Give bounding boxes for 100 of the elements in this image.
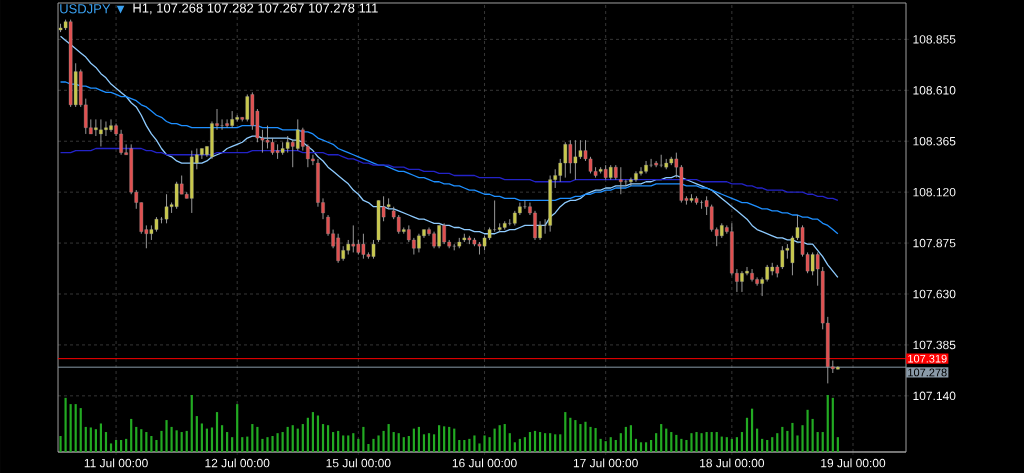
bar — [750, 408, 754, 452]
bar — [725, 437, 728, 452]
bar — [432, 434, 436, 452]
bar — [190, 394, 193, 452]
bar — [685, 440, 688, 452]
bar — [205, 428, 209, 452]
bar — [639, 442, 643, 452]
bar — [695, 432, 698, 452]
bar — [463, 440, 466, 452]
bar — [650, 440, 653, 452]
bar — [337, 430, 340, 452]
bar — [831, 397, 834, 452]
bar — [145, 432, 148, 452]
bar — [357, 438, 360, 452]
bar — [306, 417, 309, 452]
y-tick-label: 108.365 — [913, 136, 956, 146]
bar — [680, 438, 683, 452]
bar — [64, 397, 67, 452]
bar — [644, 442, 648, 452]
bar — [488, 437, 491, 452]
x-tick-label: 11 Jul 00:00 — [84, 458, 148, 468]
candlestick — [619, 166, 623, 195]
bar — [140, 429, 143, 452]
bar — [332, 432, 335, 452]
bar — [791, 422, 794, 452]
bar — [89, 427, 92, 452]
bar — [836, 437, 839, 452]
bar — [761, 438, 764, 452]
bar — [589, 426, 592, 452]
bar — [342, 435, 345, 452]
bar — [498, 425, 501, 452]
y-tick-label: 108.855 — [913, 35, 956, 44]
bar — [554, 434, 557, 452]
bar — [347, 435, 350, 452]
bar — [372, 438, 375, 452]
bar — [241, 437, 244, 452]
bar — [740, 432, 744, 452]
bar — [362, 426, 365, 452]
bar — [766, 440, 769, 452]
bar — [745, 417, 749, 452]
bar — [584, 421, 587, 452]
bar — [483, 435, 486, 452]
bar — [417, 426, 421, 452]
bar — [226, 432, 229, 452]
bar — [130, 418, 133, 452]
bar — [503, 424, 506, 452]
bar — [564, 412, 567, 452]
bar — [276, 433, 279, 452]
bar — [443, 426, 446, 452]
bar — [574, 420, 577, 452]
bar — [438, 425, 441, 452]
bar — [619, 433, 622, 452]
bar — [94, 429, 97, 452]
bar — [231, 437, 234, 452]
bar — [776, 433, 779, 452]
bar — [569, 417, 572, 452]
bar — [665, 428, 668, 452]
bar — [826, 394, 829, 452]
bar — [786, 430, 789, 452]
bar — [670, 432, 673, 452]
bar — [74, 404, 77, 452]
bar — [99, 423, 103, 452]
x-tick-label: 15 Jul 00:00 — [326, 458, 391, 468]
bar — [286, 426, 289, 452]
bar — [655, 433, 658, 452]
y-tick-label: 107.140 — [913, 391, 956, 401]
bar — [104, 432, 108, 452]
bar — [614, 440, 617, 452]
bar — [256, 426, 259, 452]
bar — [544, 433, 547, 452]
bar — [594, 428, 597, 452]
bar — [220, 425, 224, 452]
bar — [634, 438, 638, 452]
bar — [422, 434, 426, 452]
bar — [301, 424, 304, 452]
bar — [281, 432, 284, 452]
bar — [528, 432, 532, 452]
bar — [771, 437, 774, 452]
bar — [427, 433, 431, 452]
y-tick-label: 108.120 — [913, 187, 956, 197]
x-tick-label: 17 Jul 00:00 — [573, 458, 638, 468]
bar — [559, 434, 562, 452]
bar — [518, 438, 521, 452]
bar — [200, 423, 203, 452]
bar — [508, 433, 511, 452]
bar — [210, 427, 214, 452]
bar — [816, 432, 819, 452]
ref-line-label: 107.278 — [908, 368, 947, 377]
bar — [478, 443, 481, 452]
bar — [407, 436, 410, 452]
bar — [382, 430, 385, 452]
bar — [811, 418, 814, 452]
bar — [160, 430, 163, 452]
x-tick-label: 19 Jul 00:00 — [821, 458, 886, 468]
bar — [523, 437, 527, 452]
bar — [538, 432, 542, 452]
bar — [781, 426, 784, 452]
bar — [387, 424, 390, 452]
bar — [710, 432, 713, 452]
ref-line-label: 107.319 — [908, 354, 947, 363]
